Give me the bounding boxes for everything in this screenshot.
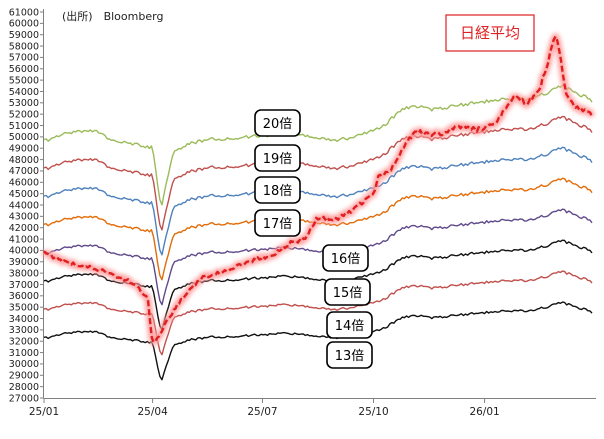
band-line-per-19 [43, 115, 593, 231]
y-tick-label: 52000 [9, 109, 39, 120]
band-label-box [322, 244, 369, 272]
band-label-text: 15倍 [333, 286, 363, 301]
x-tick-label: 25/10 [358, 406, 388, 418]
band-label-text: 17倍 [263, 217, 293, 232]
band-label-text: 18倍 [263, 184, 293, 199]
y-tick-label: 45000 [9, 189, 39, 200]
y-tick-label: 40000 [9, 246, 39, 257]
y-tick-label: 48000 [9, 155, 39, 166]
band-label-box [254, 176, 301, 204]
x-tick-label: 25/07 [247, 406, 277, 418]
band-label-15倍: 15倍 [324, 278, 371, 306]
y-tick-label: 43000 [9, 212, 39, 223]
y-tick-label: 27000 [9, 393, 39, 404]
nikkei-glow [41, 33, 596, 346]
x-axis: 25/01 25/04 25/07 25/10 26/01 [29, 398, 596, 418]
y-tick-label: 61000 [9, 7, 39, 18]
y-tick-label: 38000 [9, 268, 39, 279]
y-tick-label: 55000 [9, 75, 39, 86]
y-tick-label: 49000 [9, 144, 39, 155]
band-line-per-18 [43, 146, 593, 256]
y-tick-label: 60000 [9, 19, 39, 30]
x-tick-label: 25/01 [29, 406, 59, 418]
y-tick-label: 34000 [9, 314, 39, 325]
y-tick-marks [40, 11, 44, 399]
x-tick-label: 25/04 [138, 406, 169, 418]
band-label-20倍: 20倍 [254, 109, 301, 137]
band-line-per-20 [43, 84, 593, 206]
band-label-text: 14倍 [335, 319, 365, 334]
y-tick-label: 47000 [9, 166, 39, 177]
y-tick-label: 50000 [9, 132, 39, 143]
nikkei-label: 日経平均 [445, 14, 535, 52]
y-tick-label: 33000 [9, 325, 39, 336]
y-tick-label: 46000 [9, 178, 39, 189]
y-tick-label: 35000 [9, 302, 39, 313]
x-tick-label: 26/01 [469, 406, 499, 418]
nikkei-series [41, 33, 596, 346]
band-label-19倍: 19倍 [254, 144, 301, 172]
band-label-box [254, 144, 301, 172]
y-tick-label: 53000 [9, 98, 39, 109]
y-axis: 2700028000290003000031000320003300034000… [9, 7, 44, 404]
y-tick-label: 58000 [9, 41, 39, 52]
band-line-per-13 [43, 301, 593, 381]
y-tick-label: 39000 [9, 257, 39, 268]
y-tick-label: 59000 [9, 30, 39, 41]
band-label-18倍: 18倍 [254, 176, 301, 204]
y-tick-label: 51000 [9, 121, 39, 132]
band-label-14倍: 14倍 [326, 311, 373, 339]
y-tick-label: 30000 [9, 359, 39, 370]
band-label-box [254, 109, 301, 137]
y-tick-label: 31000 [9, 348, 39, 359]
nikkei-line [43, 35, 594, 344]
band-label-box [326, 311, 373, 339]
band-label-13倍: 13倍 [326, 341, 373, 369]
y-tick-label: 36000 [9, 291, 39, 302]
x-tick-marks [43, 398, 486, 403]
band-label-text: 19倍 [263, 152, 293, 167]
y-tick-label: 41000 [9, 234, 39, 245]
band-label-box [326, 341, 373, 369]
y-tick-label: 54000 [9, 87, 39, 98]
y-tick-label: 57000 [9, 53, 39, 64]
band-label-text: 16倍 [331, 252, 361, 267]
y-tick-label: 56000 [9, 64, 39, 75]
band-label-17倍: 17倍 [254, 209, 301, 237]
nikkei-label-box [445, 14, 535, 52]
band-line-per-14 [43, 270, 593, 356]
band-label-box [324, 278, 371, 306]
y-tick-label: 37000 [9, 280, 39, 291]
band-line-per-15 [43, 239, 593, 331]
y-tick-label: 32000 [9, 337, 39, 348]
y-tick-label: 29000 [9, 371, 39, 382]
x-tick-labels: 25/01 25/04 25/07 25/10 26/01 [29, 406, 500, 418]
y-tick-label: 42000 [9, 223, 39, 234]
y-tick-label: 28000 [9, 382, 39, 393]
series-labels: 20倍 19倍 18倍 17倍 16倍 15倍 14倍 13倍 日経平均 [254, 14, 535, 369]
band-line-per-16 [43, 208, 593, 306]
per-band-lines [43, 84, 593, 381]
band-label-box [254, 209, 301, 237]
y-tick-label: 44000 [9, 200, 39, 211]
band-line-per-17 [43, 177, 593, 281]
source-note: (出所) Bloomberg [62, 9, 163, 23]
band-label-text: 13倍 [335, 349, 365, 364]
band-label-text: 20倍 [263, 117, 293, 132]
y-tick-labels: 2700028000290003000031000320003300034000… [9, 7, 39, 404]
nikkei-label-text: 日経平均 [460, 24, 520, 42]
band-label-16倍: 16倍 [322, 244, 369, 272]
